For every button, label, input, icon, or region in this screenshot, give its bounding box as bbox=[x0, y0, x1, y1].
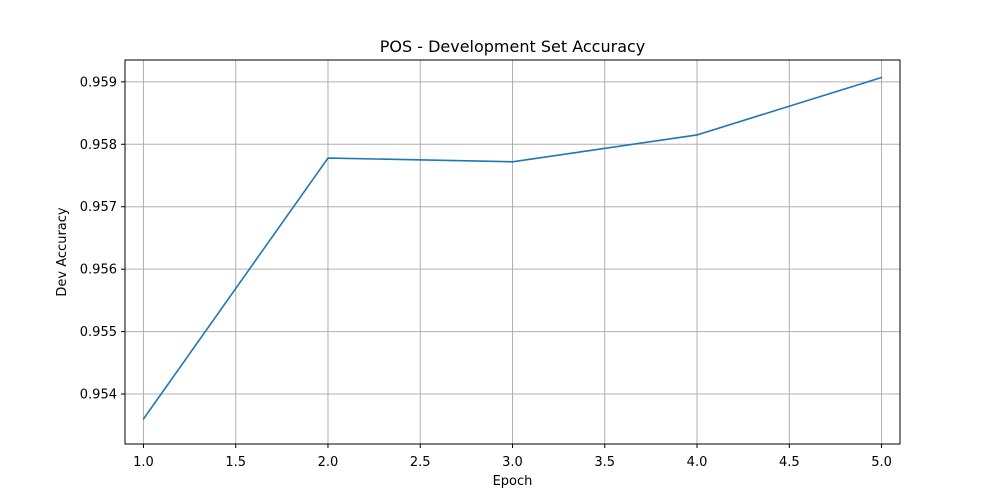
y-tick-label: 0.957 bbox=[80, 200, 117, 215]
x-tick-label: 1.5 bbox=[225, 455, 246, 470]
x-tick-label: 2.0 bbox=[318, 455, 339, 470]
y-axis-label: Dev Accuracy bbox=[55, 207, 70, 296]
x-axis-label: Epoch bbox=[493, 474, 533, 489]
x-tick-label: 4.5 bbox=[779, 455, 800, 470]
series-layer bbox=[142, 76, 883, 420]
grid bbox=[125, 60, 900, 444]
x-tick-label: 4.0 bbox=[687, 455, 708, 470]
chart-title: POS - Development Set Accuracy bbox=[380, 37, 646, 56]
x-tick-label: 3.0 bbox=[502, 455, 523, 470]
series-line bbox=[142, 76, 883, 420]
y-tick-label: 0.958 bbox=[80, 138, 117, 153]
y-tick-label: 0.954 bbox=[80, 388, 117, 403]
ticks: 1.0 1.5 2.0 2.5 3.0 3.5 4.0 4.5 5.0 0.954 0.955 0.9… bbox=[80, 75, 892, 470]
x-tick-label: 2.5 bbox=[410, 455, 431, 470]
y-tick-label: 0.956 bbox=[80, 263, 117, 278]
y-tick-label: 0.959 bbox=[80, 75, 117, 90]
y-tick-label: 0.955 bbox=[80, 325, 117, 340]
x-tick-label: 5.0 bbox=[871, 455, 892, 470]
x-tick-label: 3.5 bbox=[594, 455, 615, 470]
x-tick-label: 1.0 bbox=[133, 455, 154, 470]
